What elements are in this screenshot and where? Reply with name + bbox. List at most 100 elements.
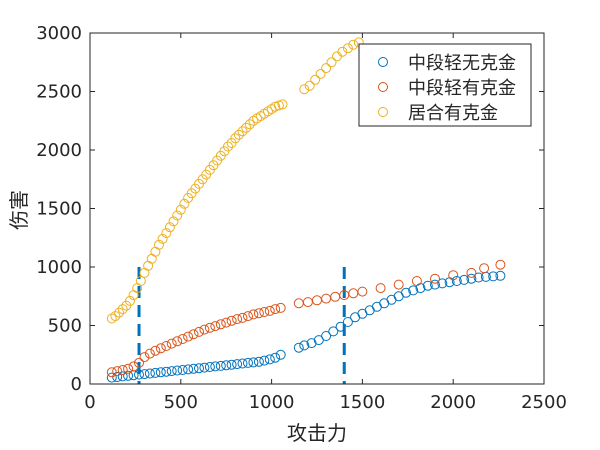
series-1-point [172, 365, 183, 376]
series-3-point [304, 80, 315, 91]
legend-label-2: 中段轻有克金 [408, 78, 516, 99]
series-2-point [166, 338, 177, 349]
series-1-point [495, 270, 506, 281]
series-1-point [123, 370, 134, 381]
x-tick-label: 0 [84, 392, 95, 413]
series-1-point [226, 359, 237, 370]
series-1-point [328, 326, 339, 337]
series-1-point [106, 372, 117, 383]
series-3-point [241, 122, 252, 133]
x-tick-label: 500 [164, 392, 198, 413]
series-2-point [144, 348, 155, 359]
series-2-point [183, 331, 194, 342]
y-axis-label: 伤害 [7, 190, 31, 230]
series-1-point [473, 272, 484, 283]
series-1-point [155, 367, 166, 378]
series-layer [106, 37, 506, 383]
series-2-point [177, 334, 188, 344]
vertical-lines [137, 267, 346, 384]
y-tick-label: 2000 [36, 140, 82, 161]
series-2-point [194, 326, 204, 337]
series-2-point [411, 276, 422, 286]
series-1-point [215, 360, 226, 371]
series-1-point [264, 354, 275, 365]
series-2-point [237, 312, 248, 323]
series-2-point [188, 329, 199, 340]
x-tick-label: 2000 [430, 392, 476, 413]
series-1-point [161, 366, 172, 377]
legend-marker-1 [378, 57, 388, 67]
series-2-point [210, 321, 221, 332]
series-3-point [157, 233, 168, 244]
series-3-point [299, 84, 310, 95]
x-axis-label: 攻击力 [287, 421, 347, 445]
series-3-point [223, 141, 233, 152]
series-3-point [326, 57, 337, 68]
series-1-point [237, 358, 248, 369]
series-3-point [230, 133, 241, 144]
series-1-point [401, 287, 411, 298]
series-1-point [335, 321, 346, 332]
series-1-point [177, 365, 188, 375]
series-1-point [194, 363, 204, 374]
series-2-point [243, 311, 253, 322]
series-1-point [253, 356, 264, 367]
series-3-point [161, 228, 172, 239]
series-3-point [164, 222, 175, 233]
series-2-point [248, 309, 259, 320]
series-3-point [348, 39, 359, 50]
series-2-point [150, 345, 161, 356]
series-1-point [342, 317, 353, 327]
x-tick-label: 1000 [249, 392, 295, 413]
series-2-point [199, 324, 210, 335]
series-1-point [488, 271, 499, 282]
series-2-point [259, 307, 270, 317]
series-1-point [204, 362, 215, 372]
y-tick-label: 1500 [36, 199, 82, 220]
series-1-point [293, 342, 304, 353]
legend-item-2: 中段轻有克金 [378, 78, 516, 99]
x-tick-label: 2500 [521, 392, 567, 413]
series-2-point [264, 305, 275, 316]
legend-marker-2 [378, 82, 388, 92]
series-2 [106, 259, 506, 378]
series-3-point [172, 210, 183, 221]
series-2-point [139, 352, 150, 363]
series-3-point [310, 74, 321, 85]
legend-label-3: 居合有克金 [408, 103, 498, 124]
series-2-point [106, 367, 117, 378]
series-2-point [155, 343, 166, 354]
legend-marker-3 [378, 107, 388, 117]
series-2-point [253, 308, 264, 319]
series-1-point [321, 331, 332, 341]
series-2-point [112, 366, 123, 377]
y-axis-ticks: 0 500 1000 1500 2000 2500 3000 [36, 23, 544, 395]
x-tick-label: 1500 [339, 392, 385, 413]
series-3-point [277, 99, 288, 110]
series-3 [106, 37, 364, 324]
y-tick-label: 0 [71, 374, 82, 395]
series-3-point [110, 311, 121, 322]
series-1-point [422, 280, 433, 291]
series-3-point [154, 239, 164, 250]
series-1-point [466, 273, 477, 284]
series-1-point [139, 369, 150, 380]
series-3-point [342, 43, 353, 54]
series-2-point [357, 286, 368, 297]
series-1-point [221, 360, 232, 371]
series-3-point [135, 276, 146, 286]
series-3-point [233, 129, 244, 140]
series-1-point [199, 362, 210, 373]
series-2-point [161, 341, 172, 351]
series-1-point [259, 355, 270, 366]
series-3-point [168, 216, 179, 227]
series-1-point [437, 278, 448, 289]
series-1-point [188, 363, 199, 374]
series-1-point [166, 366, 177, 377]
series-2-point [204, 322, 215, 333]
y-tick-label: 1000 [36, 257, 82, 278]
series-2-point [226, 315, 237, 326]
series-2-point [221, 317, 232, 328]
y-tick-label: 3000 [36, 23, 82, 44]
